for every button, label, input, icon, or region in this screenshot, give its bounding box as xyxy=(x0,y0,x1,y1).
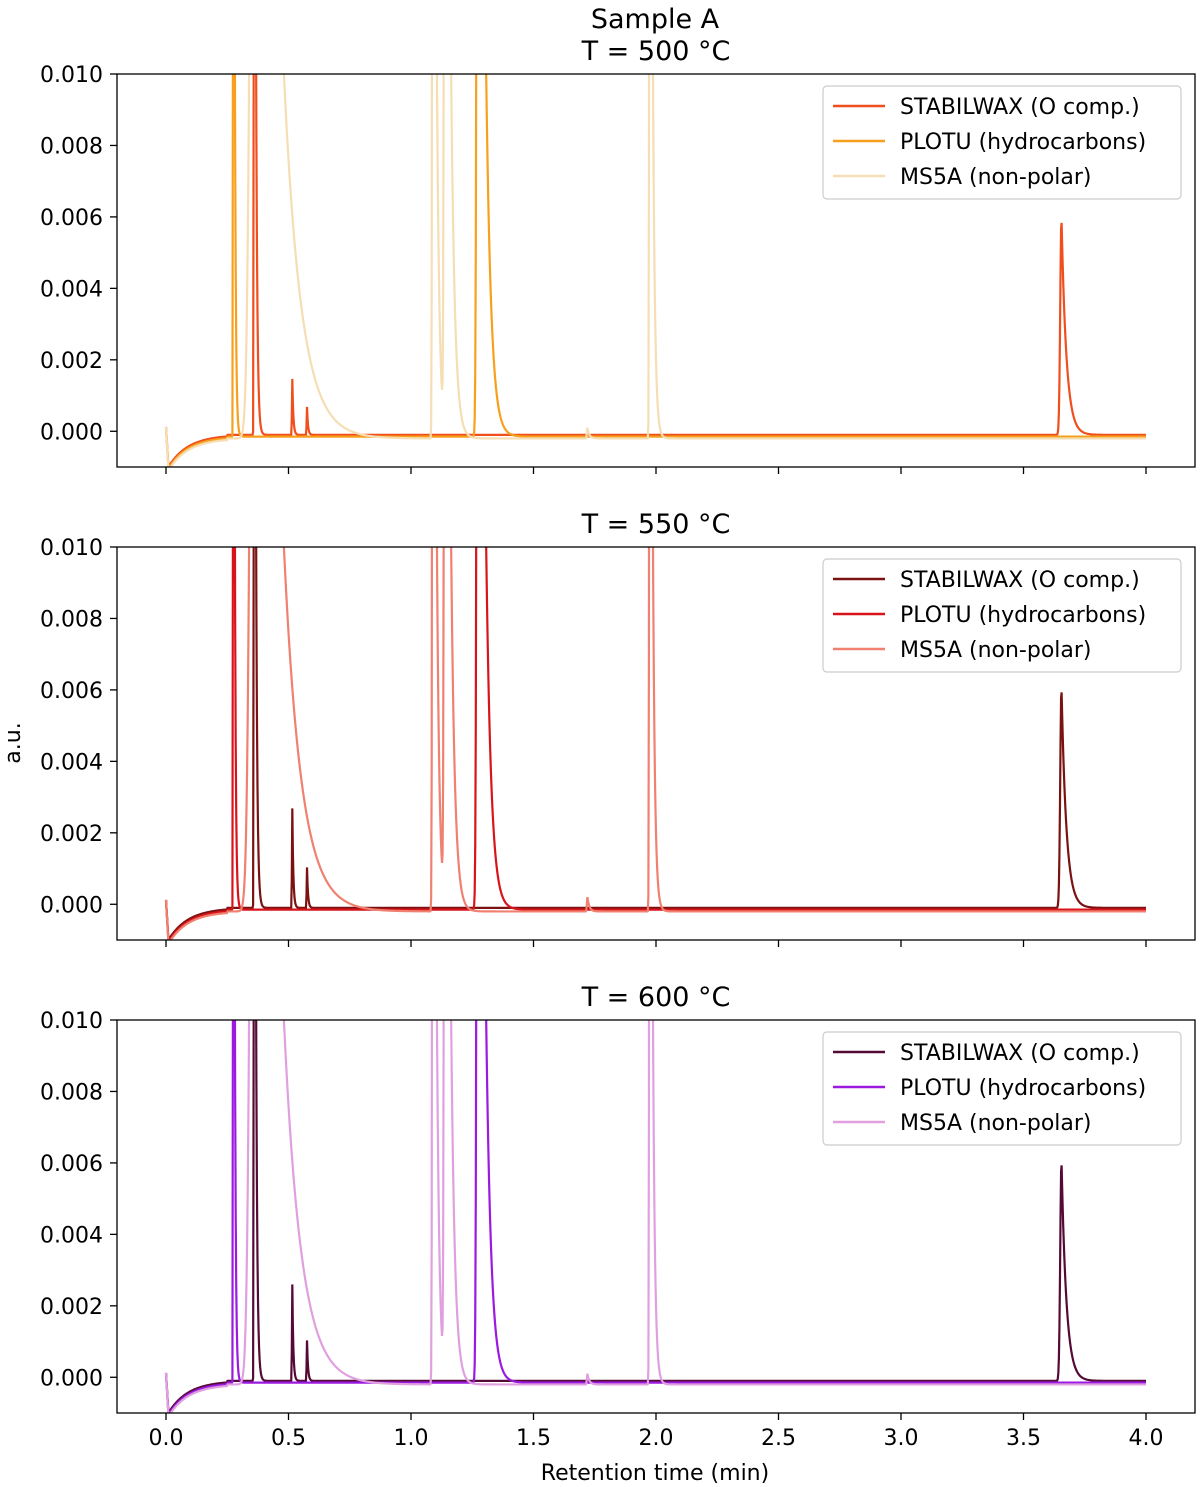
y-tick-label: 0.004 xyxy=(40,1223,103,1248)
series-line-1 xyxy=(164,74,1146,467)
x-tick-label: 1.0 xyxy=(394,1426,429,1451)
y-tick-label: 0.000 xyxy=(40,420,103,445)
legend-label: MS5A (non-polar) xyxy=(900,165,1092,190)
legend: STABILWAX (O comp.) PLOTU (hydrocarbons) M… xyxy=(822,558,1182,673)
x-tick-label: 0.5 xyxy=(271,1426,306,1451)
y-tick-label: 0.004 xyxy=(40,277,103,302)
series-line-2 xyxy=(164,74,1146,467)
panel-title: T = 500 °C xyxy=(581,36,731,67)
panel-title: T = 600 °C xyxy=(581,982,731,1013)
y-tick-label: 0.008 xyxy=(40,607,103,632)
legend-label: PLOTU (hydrocarbons) xyxy=(900,603,1146,628)
y-tick-label: 0.002 xyxy=(40,1295,103,1320)
x-tick-label: 0.0 xyxy=(149,1426,184,1451)
y-tick-label: 0.008 xyxy=(40,134,103,159)
legend-box xyxy=(822,558,1182,673)
y-tick-label: 0.002 xyxy=(40,349,103,374)
x-tick-label: 2.0 xyxy=(639,1426,674,1451)
x-axis-label: Retention time (min) xyxy=(541,1461,769,1486)
y-tick-label: 0.002 xyxy=(40,822,103,847)
legend-label: MS5A (non-polar) xyxy=(900,638,1092,663)
x-tick-label: 3.0 xyxy=(884,1426,919,1451)
legend-label: STABILWAX (O comp.) xyxy=(900,95,1140,120)
panel-2: T = 550 °C 0.000 0.002 0.004 0.006 0.008 0.010… xyxy=(40,509,1196,947)
legend: STABILWAX (O comp.) PLOTU (hydrocarbons) M… xyxy=(822,1031,1182,1146)
y-tick-label: 0.006 xyxy=(40,679,103,704)
panels-group: T = 500 °C 0.000 0.002 0.004 0.006 0.008 0.010… xyxy=(40,36,1196,1451)
legend: STABILWAX (O comp.) PLOTU (hydrocarbons) M… xyxy=(822,85,1182,200)
series-line-3 xyxy=(164,547,1146,940)
series-line-1 xyxy=(164,547,1146,940)
y-tick-label: 0.010 xyxy=(40,1009,103,1034)
x-tick-label: 4.0 xyxy=(1129,1426,1164,1451)
series-line-2 xyxy=(164,1020,1146,1413)
series-line-3 xyxy=(164,1020,1146,1413)
legend-label: PLOTU (hydrocarbons) xyxy=(900,1076,1146,1101)
panel-title: T = 550 °C xyxy=(581,509,731,540)
y-tick-label: 0.000 xyxy=(40,893,103,918)
y-axis-label: a.u. xyxy=(1,722,26,763)
panel-1: T = 500 °C 0.000 0.002 0.004 0.006 0.008 0.010… xyxy=(40,36,1196,474)
y-tick-label: 0.010 xyxy=(40,536,103,561)
series-line-3 xyxy=(164,74,1146,467)
series-line-1 xyxy=(164,1020,1146,1413)
y-tick-label: 0.010 xyxy=(40,63,103,88)
x-tick-label: 2.5 xyxy=(761,1426,796,1451)
y-tick-label: 0.006 xyxy=(40,206,103,231)
x-tick-label: 1.5 xyxy=(516,1426,551,1451)
series-line-2 xyxy=(164,547,1146,940)
legend-label: STABILWAX (O comp.) xyxy=(900,568,1140,593)
figure-supertitle: Sample A xyxy=(591,4,720,35)
legend-box xyxy=(822,85,1182,200)
y-tick-label: 0.006 xyxy=(40,1152,103,1177)
legend-label: STABILWAX (O comp.) xyxy=(900,1041,1140,1066)
y-tick-label: 0.000 xyxy=(40,1366,103,1391)
y-tick-label: 0.004 xyxy=(40,750,103,775)
panel-3: T = 600 °C 0.000 0.002 0.004 0.006 0.008 0.010… xyxy=(40,982,1196,1451)
legend-label: MS5A (non-polar) xyxy=(900,1111,1092,1136)
y-tick-label: 0.008 xyxy=(40,1080,103,1105)
legend-box xyxy=(822,1031,1182,1146)
legend-label: PLOTU (hydrocarbons) xyxy=(900,130,1146,155)
x-tick-label: 3.5 xyxy=(1006,1426,1041,1451)
